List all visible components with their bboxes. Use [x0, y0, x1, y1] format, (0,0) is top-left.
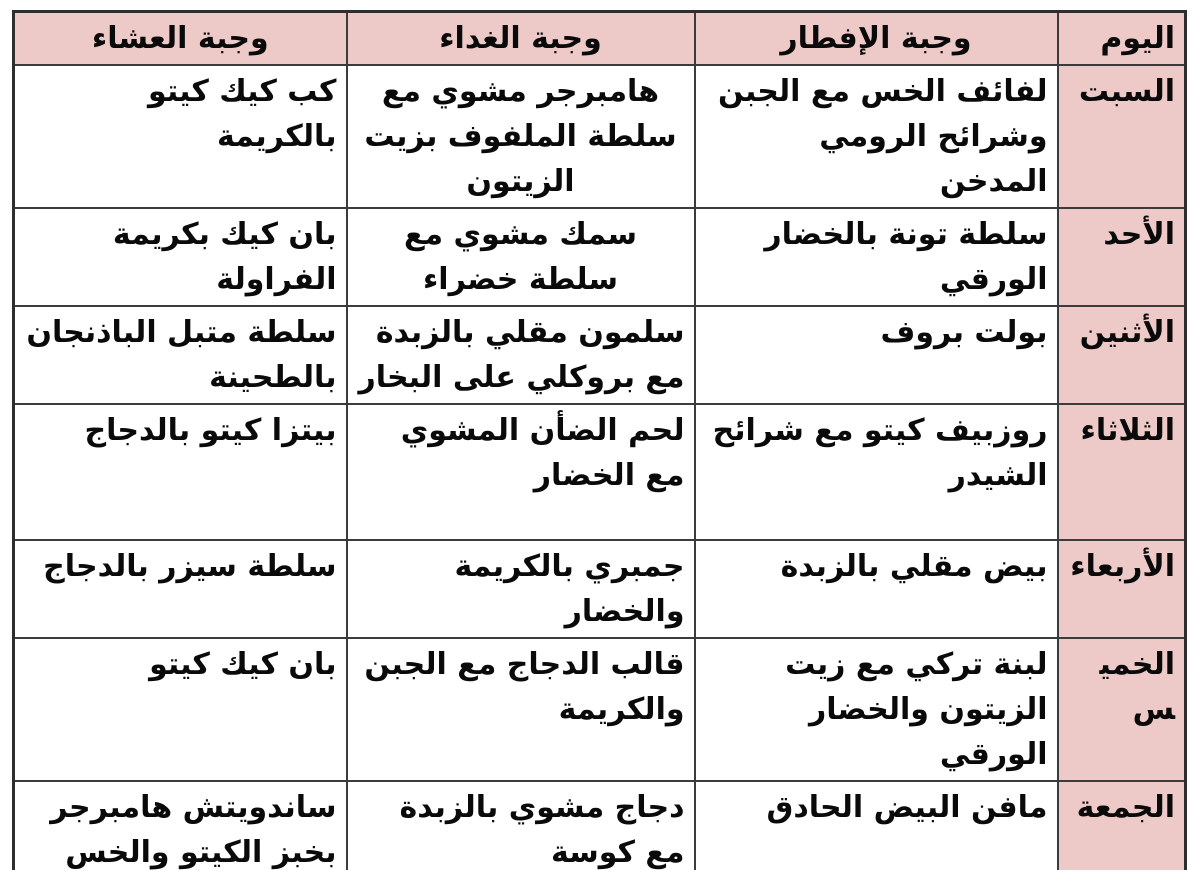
lunch-cell: جمبري بالكريمة والخضار: [345, 539, 696, 639]
day-cell: الثلاثاء: [1056, 403, 1187, 541]
table-row-friday: الجمعة مافن البيض الحادق دجاج مشوي بالزب…: [12, 780, 1187, 870]
table-row-tuesday: الثلاثاء روزبيف كيتو مع شرائح الشيدر لحم…: [12, 403, 1187, 541]
breakfast-cell: لبنة تركي مع زيت الزيتون والخضار الورقي: [693, 637, 1059, 782]
header-breakfast: وجبة الإفطار: [693, 10, 1059, 66]
dinner-cell: سلطة سيزر بالدجاج: [12, 539, 348, 639]
breakfast-cell: لفائف الخس مع الجبن وشرائح الرومي المدخن: [693, 64, 1059, 209]
lunch-cell: دجاج مشوي بالزبدة مع كوسة: [345, 780, 696, 870]
breakfast-cell: سلطة تونة بالخضار الورقي: [693, 207, 1059, 307]
header-day: اليوم: [1056, 10, 1187, 66]
breakfast-cell: مافن البيض الحادق: [693, 780, 1059, 870]
lunch-cell: قالب الدجاج مع الجبن والكريمة: [345, 637, 696, 782]
table-row-saturday: السبت لفائف الخس مع الجبن وشرائح الرومي …: [12, 64, 1187, 209]
lunch-cell: هامبرجر مشوي مع سلطة الملفوف بزيت الزيتو…: [345, 64, 696, 209]
breakfast-cell: بيض مقلي بالزبدة: [693, 539, 1059, 639]
table-row-sunday: الأحد سلطة تونة بالخضار الورقي سمك مشوي …: [12, 207, 1187, 307]
day-cell: الأربعاء: [1056, 539, 1187, 639]
table-row-monday: الأثنين بولت بروف سلمون مقلي بالزبدة مع …: [12, 305, 1187, 405]
day-cell: الأحد: [1056, 207, 1187, 307]
lunch-cell: سمك مشوي مع سلطة خضراء: [345, 207, 696, 307]
day-cell: الأثنين: [1056, 305, 1187, 405]
breakfast-cell: بولت بروف: [693, 305, 1059, 405]
lunch-cell: لحم الضأن المشوي مع الخضار: [345, 403, 696, 541]
header-lunch: وجبة الغداء: [345, 10, 696, 66]
breakfast-cell: روزبيف كيتو مع شرائح الشيدر: [693, 403, 1059, 541]
dinner-cell: بيتزا كيتو بالدجاج: [12, 403, 348, 541]
table-row-wednesday: الأربعاء بيض مقلي بالزبدة جمبري بالكريمة…: [12, 539, 1187, 639]
dinner-cell: سلطة متبل الباذنجان بالطحينة: [12, 305, 348, 405]
dinner-cell: كب كيك كيتو بالكريمة: [12, 64, 348, 209]
table-header-row: اليوم وجبة الإفطار وجبة الغداء وجبة العش…: [12, 10, 1187, 66]
day-cell: الخميس: [1056, 637, 1187, 782]
table-row-thursday: الخميس لبنة تركي مع زيت الزيتون والخضار …: [12, 637, 1187, 782]
dinner-cell: بان كيك بكريمة الفراولة: [12, 207, 348, 307]
header-dinner: وجبة العشاء: [12, 10, 348, 66]
dinner-cell: ساندويتش هامبرجر بخبز الكيتو والخس: [12, 780, 348, 870]
day-cell: السبت: [1056, 64, 1187, 209]
dinner-cell: بان كيك كيتو: [12, 637, 348, 782]
lunch-cell: سلمون مقلي بالزبدة مع بروكلي على البخار: [345, 305, 696, 405]
weekly-meal-plan-table: اليوم وجبة الإفطار وجبة الغداء وجبة العش…: [12, 10, 1187, 870]
day-cell: الجمعة: [1056, 780, 1187, 870]
